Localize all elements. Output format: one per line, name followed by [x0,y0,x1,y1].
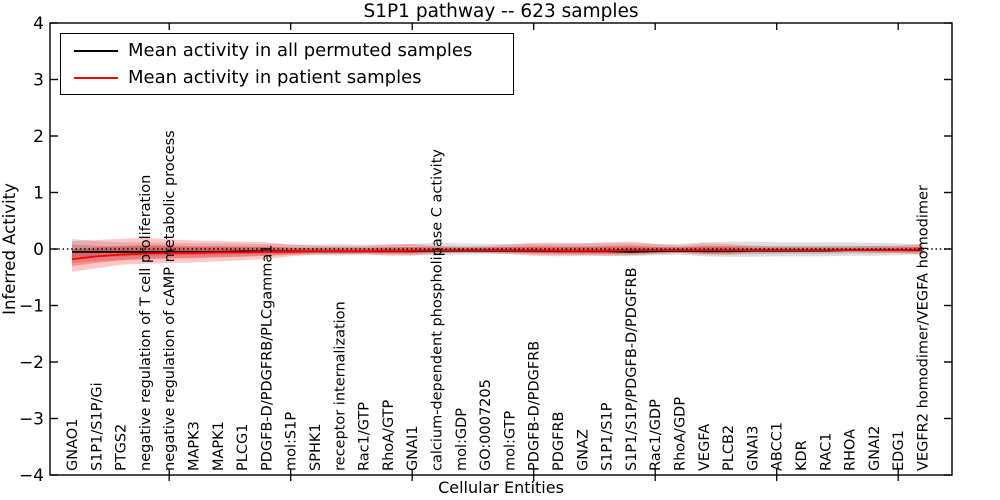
x-tick-label: mol:GTP [502,411,518,471]
x-tick-label: GNAI1 [405,425,421,471]
x-tick-label: GO:0007205 [478,379,494,471]
y-tick-label: −2 [19,353,44,373]
x-tick-label: RhoA/GDP [673,397,689,471]
legend-entry-patient: Mean activity in patient samples [74,67,513,88]
x-tick-label: mol:GDP [454,408,470,471]
x-tick-label: MAPK1 [211,421,227,471]
x-tick-label: PLCB2 [721,425,737,471]
x-tick-label: receptor internalization [332,301,348,471]
legend-entry-permuted: Mean activity in all permuted samples [74,40,513,61]
x-tick-label: S1P1/S1P/Gi [89,382,105,471]
x-tick-label: VEGFA [697,424,713,471]
x-tick-label: RHOA [843,429,859,471]
x-tick-label: VEGFR2 homodimer/VEGFA homodimer [916,185,932,471]
x-tick-label: PDGFB-D/PDGFRB [527,341,543,471]
chart-title: S1P1 pathway -- 623 samples [363,1,639,22]
x-tick-label: GNAI3 [745,425,761,471]
x-tick-label: negative regulation of T cell proliferat… [138,175,154,471]
x-tick-label: PTGS2 [114,424,130,471]
x-tick-label: GNAZ [575,429,591,471]
x-tick-label: ABCC1 [770,422,786,471]
permuted-line-swatch [74,49,118,52]
x-axis-label: Cellular Entities [438,478,564,497]
y-tick-label: −3 [19,410,44,430]
x-tick-label: RhoA/GTP [381,399,397,471]
x-tick-label: GNAO1 [65,419,81,471]
y-tick-label: 0 [33,240,44,260]
x-tick-label: EDG1 [891,430,907,471]
x-tick-label: calcium-dependent phospholipase C activi… [430,149,446,471]
legend-label-permuted: Mean activity in all permuted samples [128,40,473,61]
y-tick-label: 3 [33,71,44,91]
legend-label-patient: Mean activity in patient samples [128,67,422,88]
y-tick-label: 1 [33,184,44,204]
x-tick-label: MAPK3 [187,421,203,471]
x-tick-label: S1P1/S1P/PDGFB-D/PDGFRB [624,267,640,471]
y-tick-label: −1 [19,297,44,317]
x-tick-label: Rac1/GTP [357,402,373,471]
x-tick-label: PDGFRB [551,411,567,471]
y-tick-label: 4 [33,14,44,34]
x-tick-label: SPHK1 [308,423,324,471]
x-tick-label: RAC1 [818,432,834,471]
x-tick-label: GNAI2 [867,425,883,471]
patient-line-swatch [74,76,118,79]
x-tick-label: S1P1/S1P [600,402,616,471]
legend: Mean activity in all permuted samples Me… [60,33,514,95]
y-tick-label: 2 [33,127,44,147]
x-tick-label: PDGFB-D/PDGFRB/PLCgamma1 [259,244,275,471]
x-tick-label: mol:S1P [284,412,300,471]
patient-mean-line [71,248,923,261]
x-tick-label: Rac1/GDP [648,399,664,471]
x-tick-label: KDR [794,440,810,471]
x-tick-label: PLCG1 [235,424,251,471]
x-tick-label: negative regulation of cAMP metabolic pr… [162,130,178,471]
y-axis-label: Inferred Activity [0,183,19,315]
y-tick-label: −4 [19,466,44,486]
patient-band-outer [72,237,923,272]
